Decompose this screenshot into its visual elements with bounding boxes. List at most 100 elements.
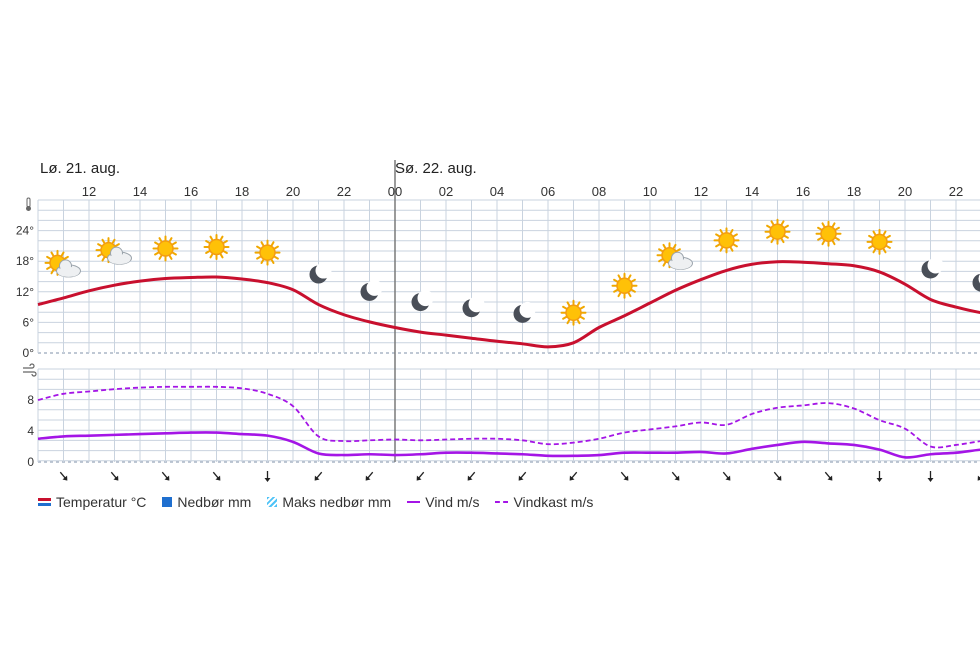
wind-arrow-icon — [467, 471, 476, 481]
sun-ray — [766, 224, 772, 229]
wind-line — [37, 431, 980, 459]
sun-ray — [834, 226, 840, 231]
sun-disc — [871, 233, 888, 251]
temperature-tick-label: 24° — [16, 224, 34, 238]
hour-tick-label: 14 — [745, 184, 759, 199]
partly-cloudy-day-icon — [656, 242, 693, 270]
sun-ray — [715, 243, 721, 248]
hour-tick-label: 16 — [796, 184, 810, 199]
cloud-fill — [57, 266, 80, 277]
sun-ray — [566, 318, 571, 325]
sun-ray — [662, 243, 667, 250]
legend-item-wind[interactable]: Vind m/s — [407, 494, 479, 510]
arrow-head — [164, 475, 170, 481]
sun-ray — [729, 228, 734, 235]
wind-arrow-icon — [824, 471, 833, 481]
hour-tick-label: 00 — [388, 184, 402, 199]
legend-item-max-precipitation[interactable]: Maks nedbør mm — [267, 494, 391, 510]
wind-tick-label: 0 — [27, 455, 34, 469]
wind-arrow-icon — [161, 471, 170, 481]
sun-ray — [766, 234, 772, 239]
sun-ray — [658, 248, 664, 253]
legend-item-temperature[interactable]: Temperatur °C — [38, 494, 146, 510]
sun-ray — [821, 239, 826, 246]
sun-icon — [815, 220, 842, 247]
arrow-head — [215, 475, 221, 481]
sun-disc — [565, 304, 582, 322]
wind-arrow-icon — [314, 471, 323, 481]
sun-ray — [576, 318, 581, 325]
sun-ray — [111, 238, 116, 245]
thermometer-tube — [26, 197, 31, 208]
hour-tick-label: 22 — [949, 184, 963, 199]
sun-icon — [560, 299, 587, 326]
sun-ray — [562, 315, 568, 320]
legend-item-precipitation[interactable]: Nedbør mm — [162, 494, 251, 510]
sun-ray — [885, 234, 891, 239]
temperature-line — [37, 260, 980, 349]
sun-ray — [579, 315, 585, 320]
sun-disc — [769, 223, 786, 240]
arrow-head — [776, 475, 782, 481]
arrow-head — [674, 475, 680, 481]
sun-ray — [97, 253, 103, 258]
wind-arrow-icon — [416, 471, 425, 481]
sun-ray — [770, 237, 775, 244]
sun-disc — [616, 277, 633, 295]
sun-ray — [715, 233, 721, 238]
sun-ray — [205, 240, 211, 245]
sun-ray — [46, 265, 52, 270]
legend-item-gust[interactable]: Vindkast m/s — [495, 494, 593, 510]
sun-ray — [719, 228, 724, 235]
cloud-fill — [669, 259, 692, 270]
hour-tick-label: 14 — [133, 184, 147, 199]
sun-disc — [157, 240, 174, 257]
sun-icon — [713, 227, 740, 254]
moon-disc — [972, 273, 980, 292]
sun-ray — [630, 288, 636, 293]
hour-tick-label: 22 — [337, 184, 351, 199]
wind-arrow-icon — [264, 471, 271, 482]
sun-icon — [866, 228, 893, 255]
wind-arrow-icon — [59, 471, 68, 481]
wind-tick-label: 8 — [27, 393, 34, 407]
cloud-fill — [108, 254, 131, 265]
sun-ray — [613, 288, 619, 293]
temperature-tick-label: 0° — [23, 346, 35, 360]
sun-ray — [627, 274, 632, 280]
sun-ray — [882, 230, 887, 236]
wind-arrow-icon — [876, 471, 883, 482]
sun-ray — [273, 245, 279, 250]
hour-tick-label: 16 — [184, 184, 198, 199]
sun-ray — [872, 247, 877, 254]
hour-tick-label: 12 — [82, 184, 96, 199]
hour-tick-label: 04 — [490, 184, 504, 199]
temperature-tick-label: 18° — [16, 254, 34, 268]
hour-tick-label: 08 — [592, 184, 606, 199]
sun-ray — [732, 233, 738, 238]
sun-ray — [171, 251, 177, 256]
wind-arrow-icon — [620, 471, 629, 481]
sun-ray — [817, 236, 823, 241]
arrow-head — [977, 475, 980, 481]
wind-tick-label: 4 — [27, 424, 34, 438]
sun-ray — [222, 240, 228, 245]
sun-icon — [254, 239, 281, 266]
legend-label-precipitation: Nedbør mm — [177, 494, 252, 510]
sun-ray — [171, 241, 177, 246]
precipitation-swatch — [162, 497, 173, 507]
moon-cutout — [468, 296, 485, 313]
sun-ray — [834, 236, 840, 241]
wind-arrow-icon — [212, 471, 221, 481]
sun-ray — [662, 261, 667, 267]
moon-cutout — [927, 257, 944, 274]
arrow-head — [264, 478, 271, 482]
hour-tick-label: 10 — [643, 184, 657, 199]
gust-swatch — [495, 501, 509, 503]
sun-ray — [222, 250, 228, 255]
arrow-head — [416, 475, 422, 481]
sun-ray — [205, 250, 211, 255]
sun-ray — [579, 305, 585, 310]
moon-icon — [411, 290, 434, 312]
